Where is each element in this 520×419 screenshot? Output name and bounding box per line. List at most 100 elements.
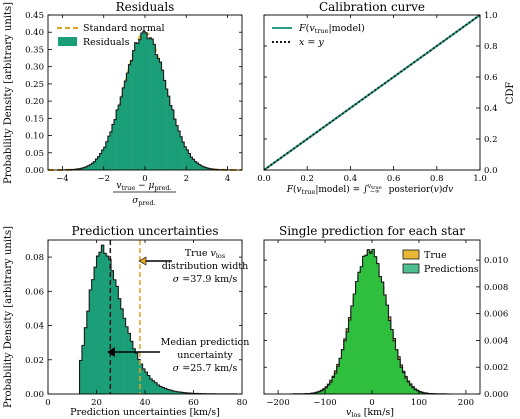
annotation-median-uncertainty: Median prediction uncertainty σ =25.7 km… (107, 337, 249, 374)
histogram-bar (134, 42, 137, 170)
annotation-true-width: True vlos distribution width σ =37.9 km/… (138, 248, 248, 285)
annotation-arrowhead-true-width (138, 256, 147, 266)
uncertainties-ylabel: Probability Density [arbitrary units] (3, 226, 14, 408)
uncertainties-xlabel: Prediction uncertainties [km/s] (70, 407, 220, 418)
histogram-bar (379, 276, 382, 394)
histogram-bar (85, 166, 88, 170)
x-tick-label: 0.2 (300, 174, 314, 184)
x-tick-label: 40 (140, 398, 151, 408)
histogram-bar (404, 378, 408, 394)
y-tick-label: 0.04 (25, 322, 44, 332)
histogram-bar (91, 279, 95, 394)
histogram-bar (332, 377, 335, 394)
y-tick-label: 0.02 (25, 356, 44, 366)
legend-swatch-predictions (402, 263, 420, 274)
histogram-bar (166, 389, 170, 394)
calibration-legend: F(vtrue|model) x = y (272, 23, 365, 48)
x-tick-label: 20 (91, 398, 102, 408)
histogram-bar (157, 58, 160, 171)
legend-label-standard-normal: Standard normal (83, 23, 165, 34)
histogram-bar (108, 259, 112, 394)
histogram-bar (322, 389, 326, 394)
histogram-bar (125, 326, 129, 394)
y-tick-label: 0.00 (25, 166, 44, 176)
histogram-bar (176, 391, 180, 394)
histogram-bar (208, 168, 212, 170)
residuals-legend: Standard normal Residuals (57, 23, 165, 48)
y-tick-label: 0.10 (25, 132, 44, 142)
x-tick-label: 0 (369, 398, 374, 408)
histogram-bar (414, 389, 417, 394)
legend-label-xy: x = y (299, 37, 324, 48)
histogram-bar (130, 341, 134, 394)
histogram-bar (91, 163, 94, 170)
calibration-marks (263, 14, 481, 171)
y-tick-label: 0.6 (484, 73, 498, 83)
y-tick-label: 0.05 (25, 149, 44, 159)
x-tick-label: 100 (411, 398, 427, 408)
histogram-bar (161, 70, 164, 170)
single-prediction-legend: True Predictions (402, 249, 479, 275)
x-tick-label: 0 (45, 398, 50, 408)
single-prediction-title: Single prediction for each star (279, 224, 465, 238)
histogram-bar (200, 165, 204, 170)
uncertainties-marks (78, 240, 238, 395)
residuals-title: Residuals (116, 0, 175, 14)
histogram-bar (171, 109, 175, 170)
uncertainties-title: Prediction uncertainties (71, 224, 218, 238)
residuals-ylabel: Probability Density [arbitrary units] (3, 2, 14, 184)
histogram-bar (79, 360, 83, 394)
histogram-bar (367, 249, 370, 394)
y-tick-label: 0.20 (25, 97, 44, 107)
y-tick-label: 0.40 (25, 28, 44, 38)
y-tick-label: 0.08 (25, 253, 44, 263)
svg-text:F(vtrue|model) = ∫vtrue−∞ post: F(vtrue|model) = ∫vtrue−∞ posterior(v)dv (286, 183, 454, 196)
y-tick-label: 0.30 (25, 63, 44, 73)
panel-uncertainties: Prediction uncertainties 0 20 40 60 80 0.00 0.… (3, 224, 249, 418)
histogram-bar (149, 37, 152, 171)
legend-label-F: F(vtrue|model) (298, 23, 365, 35)
svg-text:uncertainty: uncertainty (177, 350, 233, 361)
histogram-bar (118, 298, 121, 394)
calibration-axes-frame (263, 14, 481, 171)
calibration-title: Calibration curve (319, 0, 425, 14)
calibration-ticks: 0.0 0.2 0.4 0.6 0.8 1.00.00.20.40.60.81.0 (257, 11, 497, 184)
histogram-bar (83, 167, 86, 170)
svg-text:Median prediction: Median prediction (161, 337, 250, 348)
single-prediction-marks (289, 248, 453, 395)
legend-label-residuals: Residuals (83, 37, 130, 48)
panel-calibration: Calibration curve 0.0 0.2 0.4 0.6 0.8 1.00.00… (257, 0, 516, 196)
histogram-bar (155, 54, 158, 171)
histogram-bar (369, 253, 373, 394)
histogram-bar (402, 372, 406, 394)
histogram-bar (124, 81, 127, 170)
histogram-bar (137, 359, 141, 394)
calibration-ylabel: CDF (505, 82, 516, 105)
histogram-bar (105, 141, 109, 170)
histogram-bar (355, 281, 359, 394)
histogram-bar (204, 167, 208, 170)
histogram-bar (159, 386, 163, 394)
histogram-bar (94, 267, 97, 394)
histogram-bar (395, 349, 399, 394)
residuals-ticks: −4 −2 0 2 4 0.00 0.05 0.10 0.15 0.20 0.25 0.30 0.35 0… (25, 11, 242, 184)
histogram-bar (196, 163, 199, 170)
y-tick-label: 0.008 (484, 283, 508, 293)
histogram-bar (151, 39, 154, 170)
histogram-bar (325, 387, 328, 394)
histogram-bar (107, 136, 111, 170)
y-tick-label: 1.0 (484, 11, 498, 21)
histogram-bar (159, 62, 162, 171)
histogram-bar (376, 263, 380, 394)
calibration-xlabel: F(vtrue|model) = ∫vtrue−∞ posterior(v)dv (286, 183, 454, 196)
histogram-bar (386, 305, 389, 394)
legend-label-true: True (424, 250, 447, 261)
legend-swatch-residuals (58, 37, 77, 46)
histogram-bar (407, 382, 410, 394)
y-tick-label: 0.2 (484, 135, 498, 145)
y-tick-label: 0.25 (25, 80, 44, 90)
histogram-bar (128, 333, 131, 394)
histogram-bar (164, 388, 168, 394)
histogram-bar (174, 391, 177, 394)
histogram-bar (397, 359, 401, 394)
